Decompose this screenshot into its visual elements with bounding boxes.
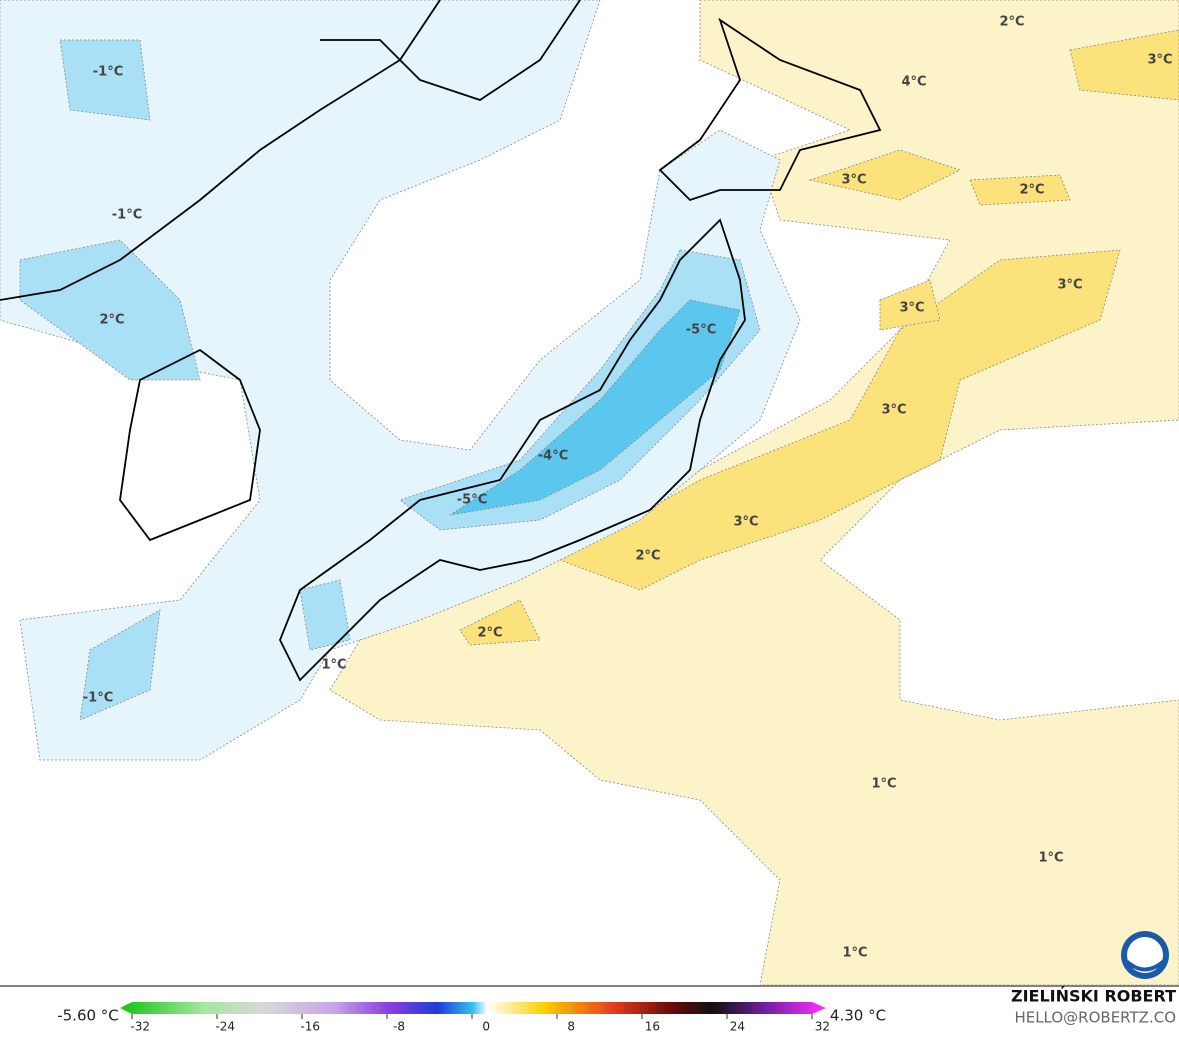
contour-label: 3°C [841, 173, 866, 188]
contour-label: -1°C [112, 208, 142, 223]
contour-label: 4°C [901, 75, 926, 90]
contour-label: -4°C [538, 449, 568, 464]
contour-label: 2°C [477, 626, 502, 641]
colorbar-tick-label: 24 [730, 1020, 745, 1034]
colorbar [120, 1002, 826, 1014]
contour-label: 1°C [842, 946, 867, 961]
colorbar-tick-label: 32 [815, 1020, 830, 1034]
colorbar-tick-label: -16 [300, 1020, 320, 1034]
contour-label: 2°C [635, 549, 660, 564]
contour-label: 1°C [871, 777, 896, 792]
email: HELLO@ROBERTZ.CO [1014, 1009, 1176, 1027]
colorbar-tick-label: -8 [393, 1020, 405, 1034]
colorbar-tick-label: 16 [645, 1020, 660, 1034]
contour-label: -5°C [457, 493, 487, 508]
contour-label: 2°C [99, 313, 124, 328]
noaa-logo [1121, 931, 1169, 979]
contour-label: 3°C [1147, 53, 1172, 68]
contour-label: -5°C [686, 323, 716, 338]
contour-label: 3°C [899, 301, 924, 316]
contour-label: -1°C [83, 691, 113, 706]
contour-label: 2°C [999, 15, 1024, 30]
author: ZIELIŃSKI ROBERT [1011, 987, 1176, 1006]
contour-label: 3°C [1057, 278, 1082, 293]
contour-label: 1°C [1038, 851, 1063, 866]
colorbar-tick-label: 0 [482, 1020, 490, 1034]
contour-label: 2°C [1019, 183, 1044, 198]
contour-label: 3°C [881, 403, 906, 418]
contour-label: 1°C [321, 658, 346, 673]
colorbar-min: -5.60 °C [57, 1007, 119, 1025]
colorbar-tick-label: 8 [567, 1020, 575, 1034]
contour-labels: -1°C -1°C 2°C 2°C 3°C 4°C 3°C 2°C 3°C 3°C -5°C 3°C -… [83, 15, 1173, 961]
contour-label: 3°C [733, 515, 758, 530]
contour-label: -1°C [93, 65, 123, 80]
colorbar-tick-label: -24 [215, 1020, 235, 1034]
colorbar-tick-label: -32 [130, 1020, 150, 1034]
colorbar-max: 4.30 °C [830, 1007, 886, 1025]
coastlines [0, 0, 882, 682]
anomaly-fields [0, 0, 1179, 986]
